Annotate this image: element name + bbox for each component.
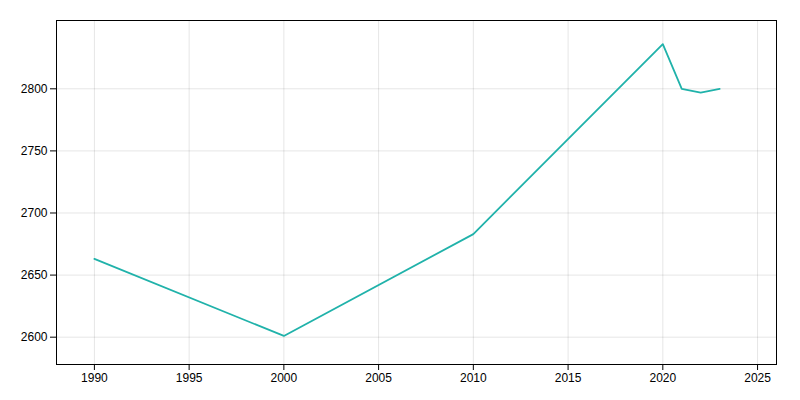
svg-text:2010: 2010 <box>460 371 487 385</box>
svg-text:2750: 2750 <box>21 144 48 158</box>
svg-text:2800: 2800 <box>21 82 48 96</box>
svg-text:2025: 2025 <box>744 371 771 385</box>
svg-text:2700: 2700 <box>21 206 48 220</box>
svg-text:2000: 2000 <box>271 371 298 385</box>
svg-text:2015: 2015 <box>555 371 582 385</box>
svg-text:2650: 2650 <box>21 268 48 282</box>
svg-text:2020: 2020 <box>649 371 676 385</box>
svg-text:2600: 2600 <box>21 330 48 344</box>
svg-text:1995: 1995 <box>176 371 203 385</box>
svg-text:2005: 2005 <box>365 371 392 385</box>
svg-text:1990: 1990 <box>81 371 108 385</box>
